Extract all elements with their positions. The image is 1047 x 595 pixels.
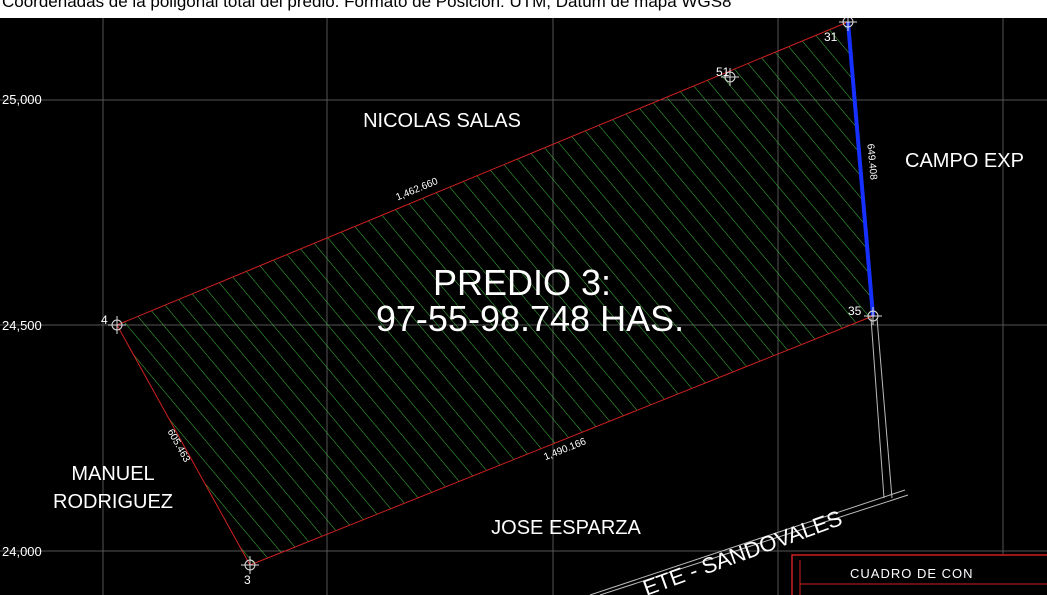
vertex-label: 35 xyxy=(848,304,862,318)
vertex-markers xyxy=(108,18,882,574)
neighbor-label: CAMPO EXP xyxy=(905,150,1024,172)
neighbor-label: RODRIGUEZ xyxy=(53,491,173,513)
road xyxy=(589,317,909,595)
vertex-label: 3 xyxy=(244,573,251,587)
axis-label: 25,000 xyxy=(2,92,42,107)
caption: Coordenadas de la poligonal total del pr… xyxy=(2,0,732,11)
vertex-label: 51 xyxy=(716,65,730,79)
neighbor-label: NICOLAS SALAS xyxy=(363,110,521,132)
axis-label: 24,500 xyxy=(2,318,42,333)
cad-view: 25,000 24,500 24,000 4 51 31 35 3 NICOLA… xyxy=(0,18,1047,595)
axis-label: 24,000 xyxy=(2,544,42,559)
distance-label: 649.408 xyxy=(864,143,878,180)
neighbor-label: MANUEL xyxy=(71,463,154,485)
table: CUADRO DE CON xyxy=(791,554,1047,595)
vertex-label: 31 xyxy=(824,30,838,44)
vertex-label: 4 xyxy=(101,313,108,327)
parcel-area: 97-55-98.748 HAS. xyxy=(376,298,684,339)
caption-bar: Coordenadas de la poligonal total del pr… xyxy=(0,0,1047,18)
neighbor-label: JOSE ESPARZA xyxy=(491,517,641,539)
table-title: CUADRO DE CON xyxy=(850,566,974,581)
parcel-title: PREDIO 3: xyxy=(433,262,611,303)
east-edge xyxy=(846,21,875,317)
